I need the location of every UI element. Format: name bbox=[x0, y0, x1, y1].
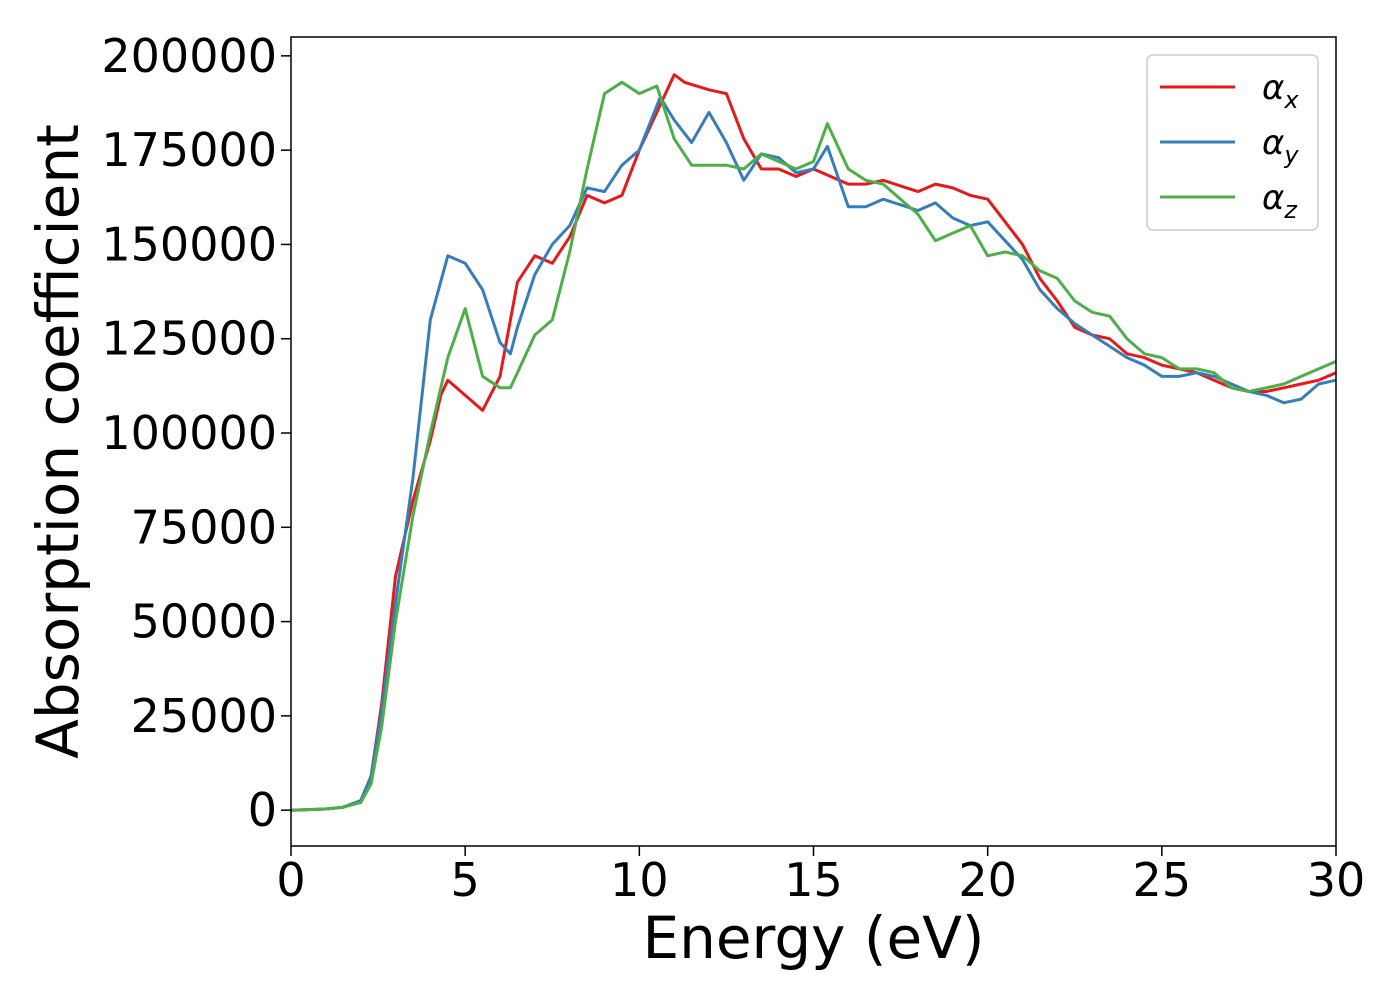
x-axis-ticks: 0 5 10 15 20 25 30 bbox=[276, 846, 1365, 907]
series-line-z bbox=[290, 80, 1337, 812]
series-line-x bbox=[290, 73, 1337, 812]
x-tick-label: 5 bbox=[451, 853, 480, 907]
y-axis-title: Absorption coefficient bbox=[24, 124, 92, 759]
y-tick-label: 50000 bbox=[131, 595, 277, 649]
y-tick-label: 175000 bbox=[101, 123, 277, 177]
x-tick-label: 30 bbox=[1307, 853, 1366, 907]
x-tick-label: 20 bbox=[958, 853, 1017, 907]
series-line-y bbox=[290, 95, 1337, 812]
series-layer bbox=[290, 73, 1337, 812]
y-axis-ticks: 0 25000 50000 75000 100000 125000 150000 175000… bbox=[101, 29, 291, 837]
x-tick-label: 10 bbox=[610, 853, 669, 907]
y-tick-label: 0 bbox=[248, 783, 277, 837]
x-axis-title: Energy (eV) bbox=[642, 904, 984, 972]
y-tick-label: 100000 bbox=[101, 406, 277, 460]
x-tick-label: 25 bbox=[1133, 853, 1192, 907]
x-tick-label: 0 bbox=[276, 853, 305, 907]
y-tick-label: 75000 bbox=[131, 500, 277, 554]
y-tick-label: 25000 bbox=[131, 689, 277, 743]
y-tick-label: 125000 bbox=[101, 312, 277, 366]
y-tick-label: 150000 bbox=[101, 217, 277, 271]
y-tick-label: 200000 bbox=[101, 29, 277, 83]
x-tick-label: 15 bbox=[784, 853, 843, 907]
